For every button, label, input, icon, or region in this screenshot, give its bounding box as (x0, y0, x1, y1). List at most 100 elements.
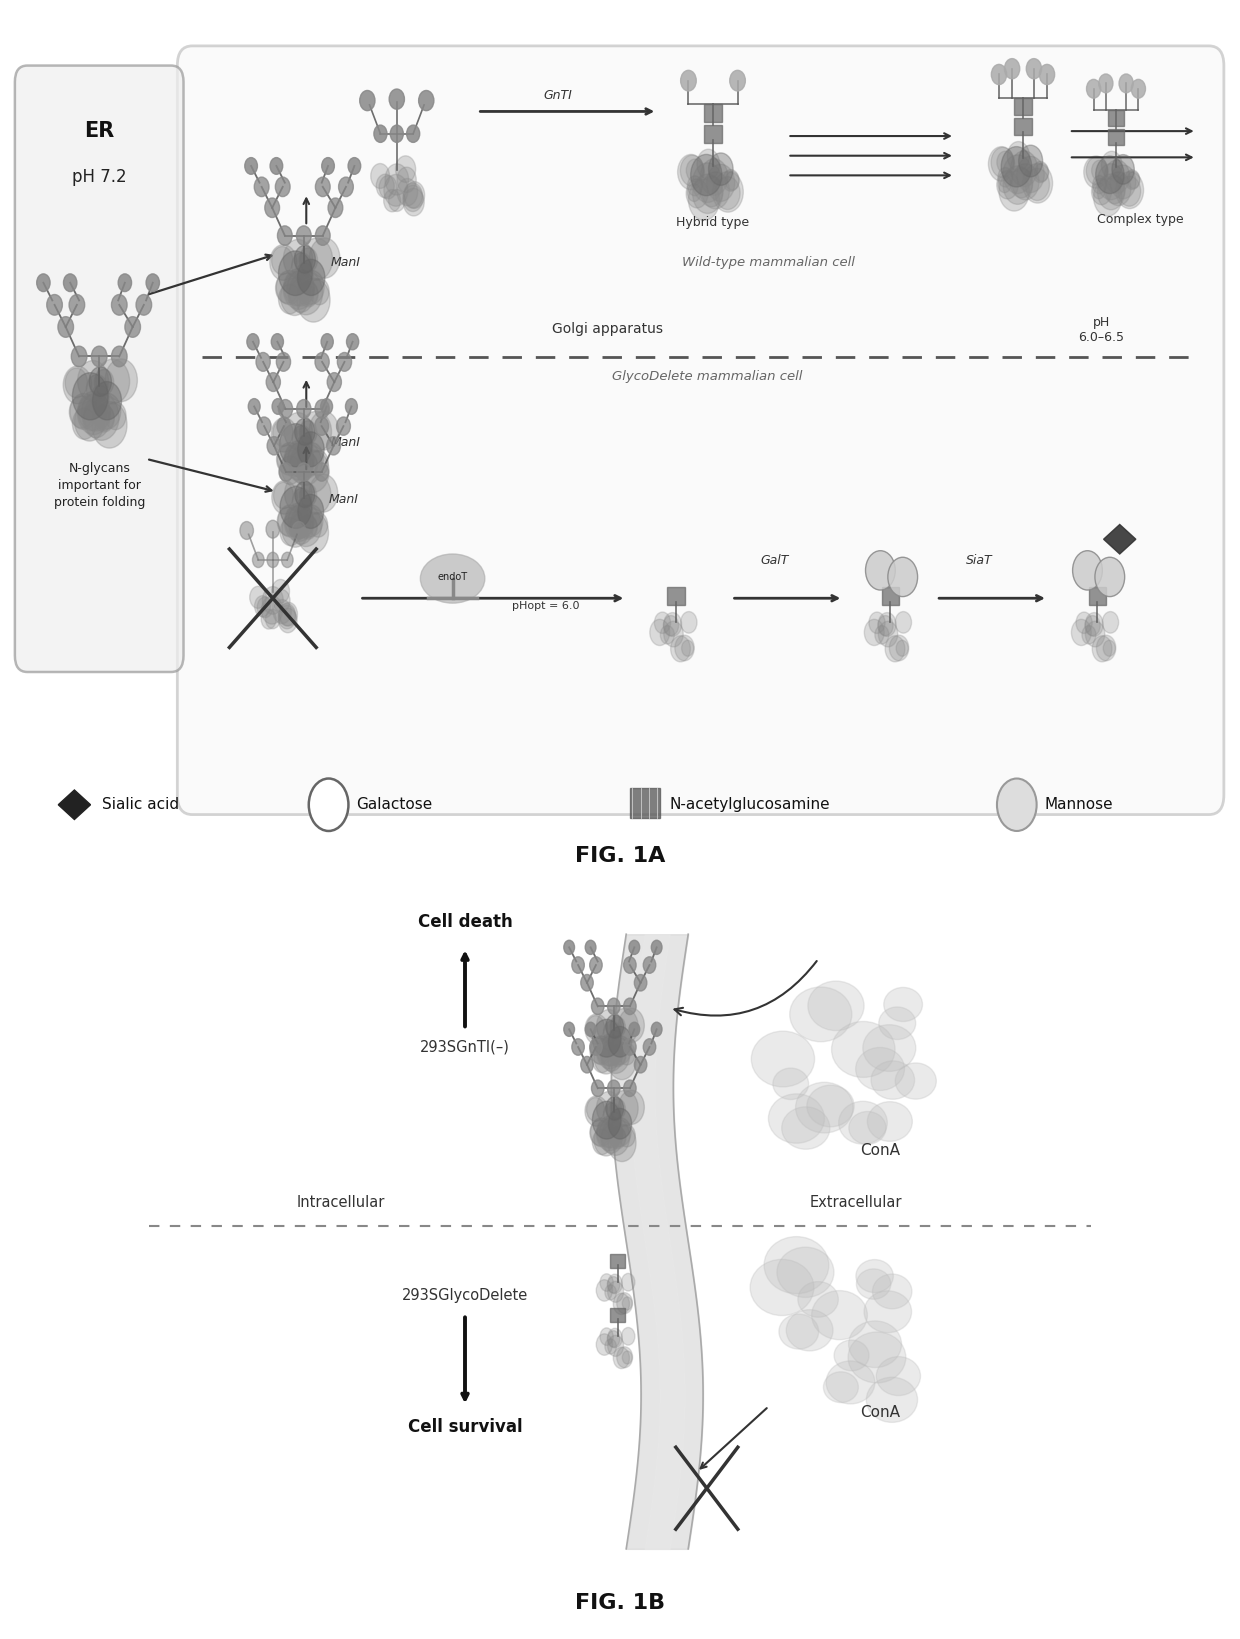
Circle shape (681, 156, 704, 187)
Circle shape (397, 167, 417, 192)
Circle shape (997, 170, 1018, 198)
Circle shape (275, 272, 299, 303)
Text: Intracellular: Intracellular (296, 1195, 386, 1210)
Circle shape (619, 1124, 635, 1147)
Circle shape (94, 369, 114, 395)
Circle shape (580, 1057, 593, 1074)
Circle shape (295, 418, 315, 446)
Circle shape (610, 1016, 625, 1037)
Circle shape (348, 157, 361, 174)
Circle shape (296, 400, 311, 418)
Circle shape (701, 159, 728, 195)
Circle shape (895, 611, 911, 633)
Circle shape (663, 621, 683, 647)
Circle shape (593, 1047, 611, 1072)
Circle shape (82, 393, 110, 431)
Ellipse shape (884, 987, 923, 1021)
Circle shape (998, 167, 1013, 187)
Circle shape (687, 175, 703, 195)
Circle shape (89, 367, 112, 397)
Circle shape (1035, 164, 1049, 182)
Circle shape (1095, 557, 1125, 597)
Circle shape (83, 403, 109, 438)
Circle shape (273, 590, 290, 611)
Circle shape (329, 198, 342, 218)
Circle shape (593, 1101, 621, 1139)
Circle shape (309, 513, 327, 538)
Circle shape (396, 156, 415, 182)
Circle shape (1007, 141, 1029, 170)
Circle shape (281, 449, 309, 487)
Circle shape (388, 190, 405, 211)
FancyBboxPatch shape (177, 46, 1224, 815)
Circle shape (295, 262, 314, 287)
Circle shape (379, 175, 397, 198)
Circle shape (1033, 162, 1048, 182)
Text: ManI: ManI (331, 256, 361, 269)
Circle shape (277, 352, 290, 372)
Circle shape (125, 316, 140, 338)
Circle shape (998, 175, 1011, 193)
Text: FIG. 1B: FIG. 1B (575, 1593, 665, 1613)
Text: pH 7.2: pH 7.2 (72, 169, 126, 185)
Circle shape (277, 444, 299, 474)
Circle shape (275, 177, 290, 197)
Circle shape (254, 177, 269, 197)
Text: Complex type: Complex type (1097, 213, 1184, 226)
Circle shape (619, 1090, 645, 1124)
Ellipse shape (867, 1101, 913, 1141)
Circle shape (608, 1274, 622, 1293)
Circle shape (671, 636, 691, 662)
Circle shape (1127, 172, 1140, 188)
Text: Mannose: Mannose (1044, 797, 1112, 813)
Circle shape (136, 295, 151, 315)
Ellipse shape (773, 1069, 808, 1100)
Circle shape (279, 456, 301, 485)
Circle shape (585, 1023, 596, 1036)
Circle shape (635, 975, 647, 992)
Circle shape (376, 174, 394, 198)
Text: FIG. 1A: FIG. 1A (575, 846, 665, 865)
Bar (1014, 98, 1032, 115)
Circle shape (675, 636, 694, 661)
Circle shape (572, 1039, 584, 1056)
Circle shape (888, 557, 918, 597)
Circle shape (87, 375, 108, 403)
Circle shape (644, 1039, 656, 1056)
Circle shape (585, 1096, 608, 1126)
Circle shape (869, 611, 885, 633)
Circle shape (273, 420, 293, 446)
Circle shape (247, 334, 259, 349)
Circle shape (296, 462, 311, 482)
Ellipse shape (796, 1082, 853, 1133)
Circle shape (624, 1039, 636, 1056)
Circle shape (391, 125, 403, 143)
Circle shape (289, 513, 312, 544)
Circle shape (63, 274, 77, 292)
Ellipse shape (797, 1282, 838, 1318)
Circle shape (298, 495, 324, 528)
Ellipse shape (879, 1006, 915, 1039)
Circle shape (112, 295, 128, 315)
Circle shape (257, 416, 272, 436)
Circle shape (663, 613, 682, 636)
Circle shape (600, 1036, 622, 1065)
Bar (1089, 587, 1106, 605)
Circle shape (321, 334, 334, 349)
Circle shape (608, 1042, 636, 1080)
Circle shape (663, 616, 678, 636)
Circle shape (278, 226, 293, 246)
Ellipse shape (849, 1111, 887, 1144)
Text: Hybrid type: Hybrid type (677, 216, 749, 229)
Circle shape (600, 1274, 614, 1292)
Circle shape (299, 505, 322, 536)
Circle shape (309, 451, 329, 475)
Circle shape (63, 365, 92, 403)
Circle shape (606, 1096, 624, 1119)
Circle shape (262, 597, 283, 624)
Circle shape (1084, 156, 1109, 188)
Polygon shape (58, 790, 91, 820)
Circle shape (1106, 172, 1131, 205)
Circle shape (591, 1080, 604, 1096)
Ellipse shape (420, 554, 485, 603)
